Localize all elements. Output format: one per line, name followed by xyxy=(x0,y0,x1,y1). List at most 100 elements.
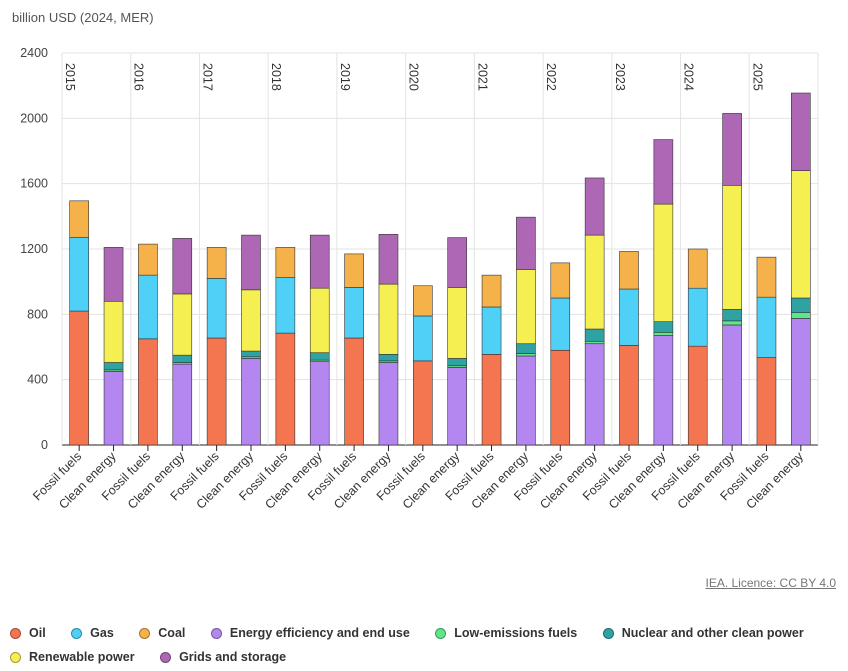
bar-segment-nuclear-2018[interactable] xyxy=(309,352,330,361)
bar-segment-coal-2021[interactable] xyxy=(481,274,502,308)
bar-segment-oil-2025[interactable] xyxy=(756,357,777,446)
legend-label-lowemis: Low-emissions fuels xyxy=(454,626,578,640)
legend-item-efficiency[interactable]: Energy efficiency and end use xyxy=(210,621,410,645)
bar-segment-gas-2021[interactable] xyxy=(481,306,502,355)
bar-segment-oil-2019[interactable] xyxy=(344,337,364,446)
bar-segment-efficiency-2017[interactable] xyxy=(241,358,261,446)
bar-segment-nuclear-2019[interactable] xyxy=(378,354,399,362)
legend-item-grids[interactable]: Grids and storage xyxy=(160,645,286,669)
bar-segment-renewable-2022[interactable] xyxy=(584,234,605,330)
bar-segment-renewable-2024[interactable] xyxy=(722,185,742,310)
bar-segment-oil-2021[interactable] xyxy=(481,354,502,446)
bar-segment-lowemis-2023[interactable] xyxy=(653,331,674,336)
bar-segment-grids-2024[interactable] xyxy=(722,113,742,186)
bar-segment-grids-2016[interactable] xyxy=(172,238,193,295)
bar-segment-gas-2024[interactable] xyxy=(687,287,708,347)
bar-segment-renewable-2023[interactable] xyxy=(653,203,674,322)
bar-segment-renewable-2025[interactable] xyxy=(791,170,811,299)
bar-segment-oil-2015[interactable] xyxy=(69,310,89,446)
legend-label-oil: Oil xyxy=(29,626,46,640)
bar-segment-renewable-2015[interactable] xyxy=(103,300,124,363)
bar-segment-coal-2018[interactable] xyxy=(275,247,296,278)
bar-segment-renewable-2021[interactable] xyxy=(516,269,536,345)
legend-item-oil[interactable]: Oil xyxy=(10,621,46,645)
bar-segment-lowemis-2024[interactable] xyxy=(722,320,742,326)
bar-segment-lowemis-2022[interactable] xyxy=(584,340,605,345)
bar-segment-oil-2017[interactable] xyxy=(206,337,227,446)
legend-item-nuclear[interactable]: Nuclear and other clean power xyxy=(602,621,804,645)
bar-segment-grids-2022[interactable] xyxy=(584,177,605,236)
bar-segment-nuclear-2023[interactable] xyxy=(653,321,674,333)
year-label-2019: 2019 xyxy=(338,63,352,91)
bar-segment-nuclear-2015[interactable] xyxy=(103,362,124,371)
bar-segment-gas-2016[interactable] xyxy=(138,274,158,340)
bar-segment-coal-2024[interactable] xyxy=(687,248,708,289)
bar-segment-grids-2023[interactable] xyxy=(653,139,674,205)
bar-segment-coal-2015[interactable] xyxy=(69,200,89,238)
bar-segment-oil-2022[interactable] xyxy=(550,349,571,446)
bar-segment-efficiency-2016[interactable] xyxy=(172,363,193,446)
bar-segment-efficiency-2021[interactable] xyxy=(516,355,536,446)
bar-segment-renewable-2017[interactable] xyxy=(241,289,261,352)
bar-segment-grids-2018[interactable] xyxy=(309,234,330,289)
legend-swatch-nuclear xyxy=(602,627,614,639)
bar-segment-gas-2017[interactable] xyxy=(206,278,227,339)
bar-segment-oil-2018[interactable] xyxy=(275,332,296,446)
bar-segment-gas-2022[interactable] xyxy=(550,297,571,351)
bar-segment-nuclear-2022[interactable] xyxy=(584,328,605,342)
bar-segment-coal-2017[interactable] xyxy=(206,247,227,279)
bar-segment-gas-2015[interactable] xyxy=(69,237,89,312)
bar-segment-grids-2019[interactable] xyxy=(378,234,399,285)
bar-segment-renewable-2016[interactable] xyxy=(172,293,193,356)
legend-swatch-gas xyxy=(71,627,83,639)
bar-segment-coal-2023[interactable] xyxy=(619,251,639,290)
bar-segment-coal-2016[interactable] xyxy=(138,243,158,276)
bar-segment-efficiency-2024[interactable] xyxy=(722,324,742,446)
bar-segment-coal-2019[interactable] xyxy=(344,253,364,288)
bar-segment-coal-2020[interactable] xyxy=(413,285,433,317)
y-tick-label: 0 xyxy=(41,438,48,452)
bar-segment-gas-2025[interactable] xyxy=(756,296,777,358)
bar-segment-grids-2015[interactable] xyxy=(103,247,124,302)
bar-segment-efficiency-2020[interactable] xyxy=(447,367,467,446)
bar-segment-grids-2017[interactable] xyxy=(241,234,261,291)
bar-segment-gas-2020[interactable] xyxy=(413,315,433,362)
bar-segment-efficiency-2018[interactable] xyxy=(309,361,330,446)
bar-segment-renewable-2018[interactable] xyxy=(309,287,330,354)
legend-item-gas[interactable]: Gas xyxy=(71,621,114,645)
bar-segment-oil-2024[interactable] xyxy=(687,345,708,446)
bar-segment-oil-2020[interactable] xyxy=(413,360,433,446)
bar-segment-gas-2019[interactable] xyxy=(344,287,364,339)
bar-segment-gas-2018[interactable] xyxy=(275,277,296,334)
bar-segment-nuclear-2021[interactable] xyxy=(516,343,536,354)
legend-item-renewable[interactable]: Renewable power xyxy=(10,645,135,669)
bar-segment-lowemis-2025[interactable] xyxy=(791,312,811,319)
bar-segment-nuclear-2025[interactable] xyxy=(791,297,811,313)
bar-segment-oil-2023[interactable] xyxy=(619,345,639,446)
legend-swatch-coal xyxy=(139,627,151,639)
bar-segment-oil-2016[interactable] xyxy=(138,338,158,446)
bar-segment-nuclear-2017[interactable] xyxy=(241,350,261,358)
legend-label-renewable: Renewable power xyxy=(29,650,135,664)
bar-segment-lowemis-2021[interactable] xyxy=(516,353,536,357)
year-label-2017: 2017 xyxy=(200,63,214,91)
bar-segment-nuclear-2020[interactable] xyxy=(447,358,467,367)
bar-segment-efficiency-2023[interactable] xyxy=(653,335,674,446)
bar-segment-grids-2025[interactable] xyxy=(791,92,811,171)
bar-segment-efficiency-2019[interactable] xyxy=(378,362,399,446)
legend-item-lowemis[interactable]: Low-emissions fuels xyxy=(435,621,577,645)
legend-item-coal[interactable]: Coal xyxy=(139,621,185,645)
bar-segment-gas-2023[interactable] xyxy=(619,288,639,346)
bar-segment-efficiency-2025[interactable] xyxy=(791,318,811,446)
bar-segment-nuclear-2016[interactable] xyxy=(172,354,193,363)
bar-segment-coal-2022[interactable] xyxy=(550,262,571,299)
bar-segment-efficiency-2015[interactable] xyxy=(103,371,124,446)
bar-segment-nuclear-2024[interactable] xyxy=(722,309,742,322)
bar-segment-renewable-2020[interactable] xyxy=(447,287,467,359)
bar-segment-grids-2020[interactable] xyxy=(447,237,467,288)
bar-segment-grids-2021[interactable] xyxy=(516,216,536,270)
bar-segment-efficiency-2022[interactable] xyxy=(584,343,605,446)
bar-segment-coal-2025[interactable] xyxy=(756,256,777,298)
bar-segment-renewable-2019[interactable] xyxy=(378,283,399,355)
licence-link[interactable]: IEA. Licence: CC BY 4.0 xyxy=(705,576,836,590)
